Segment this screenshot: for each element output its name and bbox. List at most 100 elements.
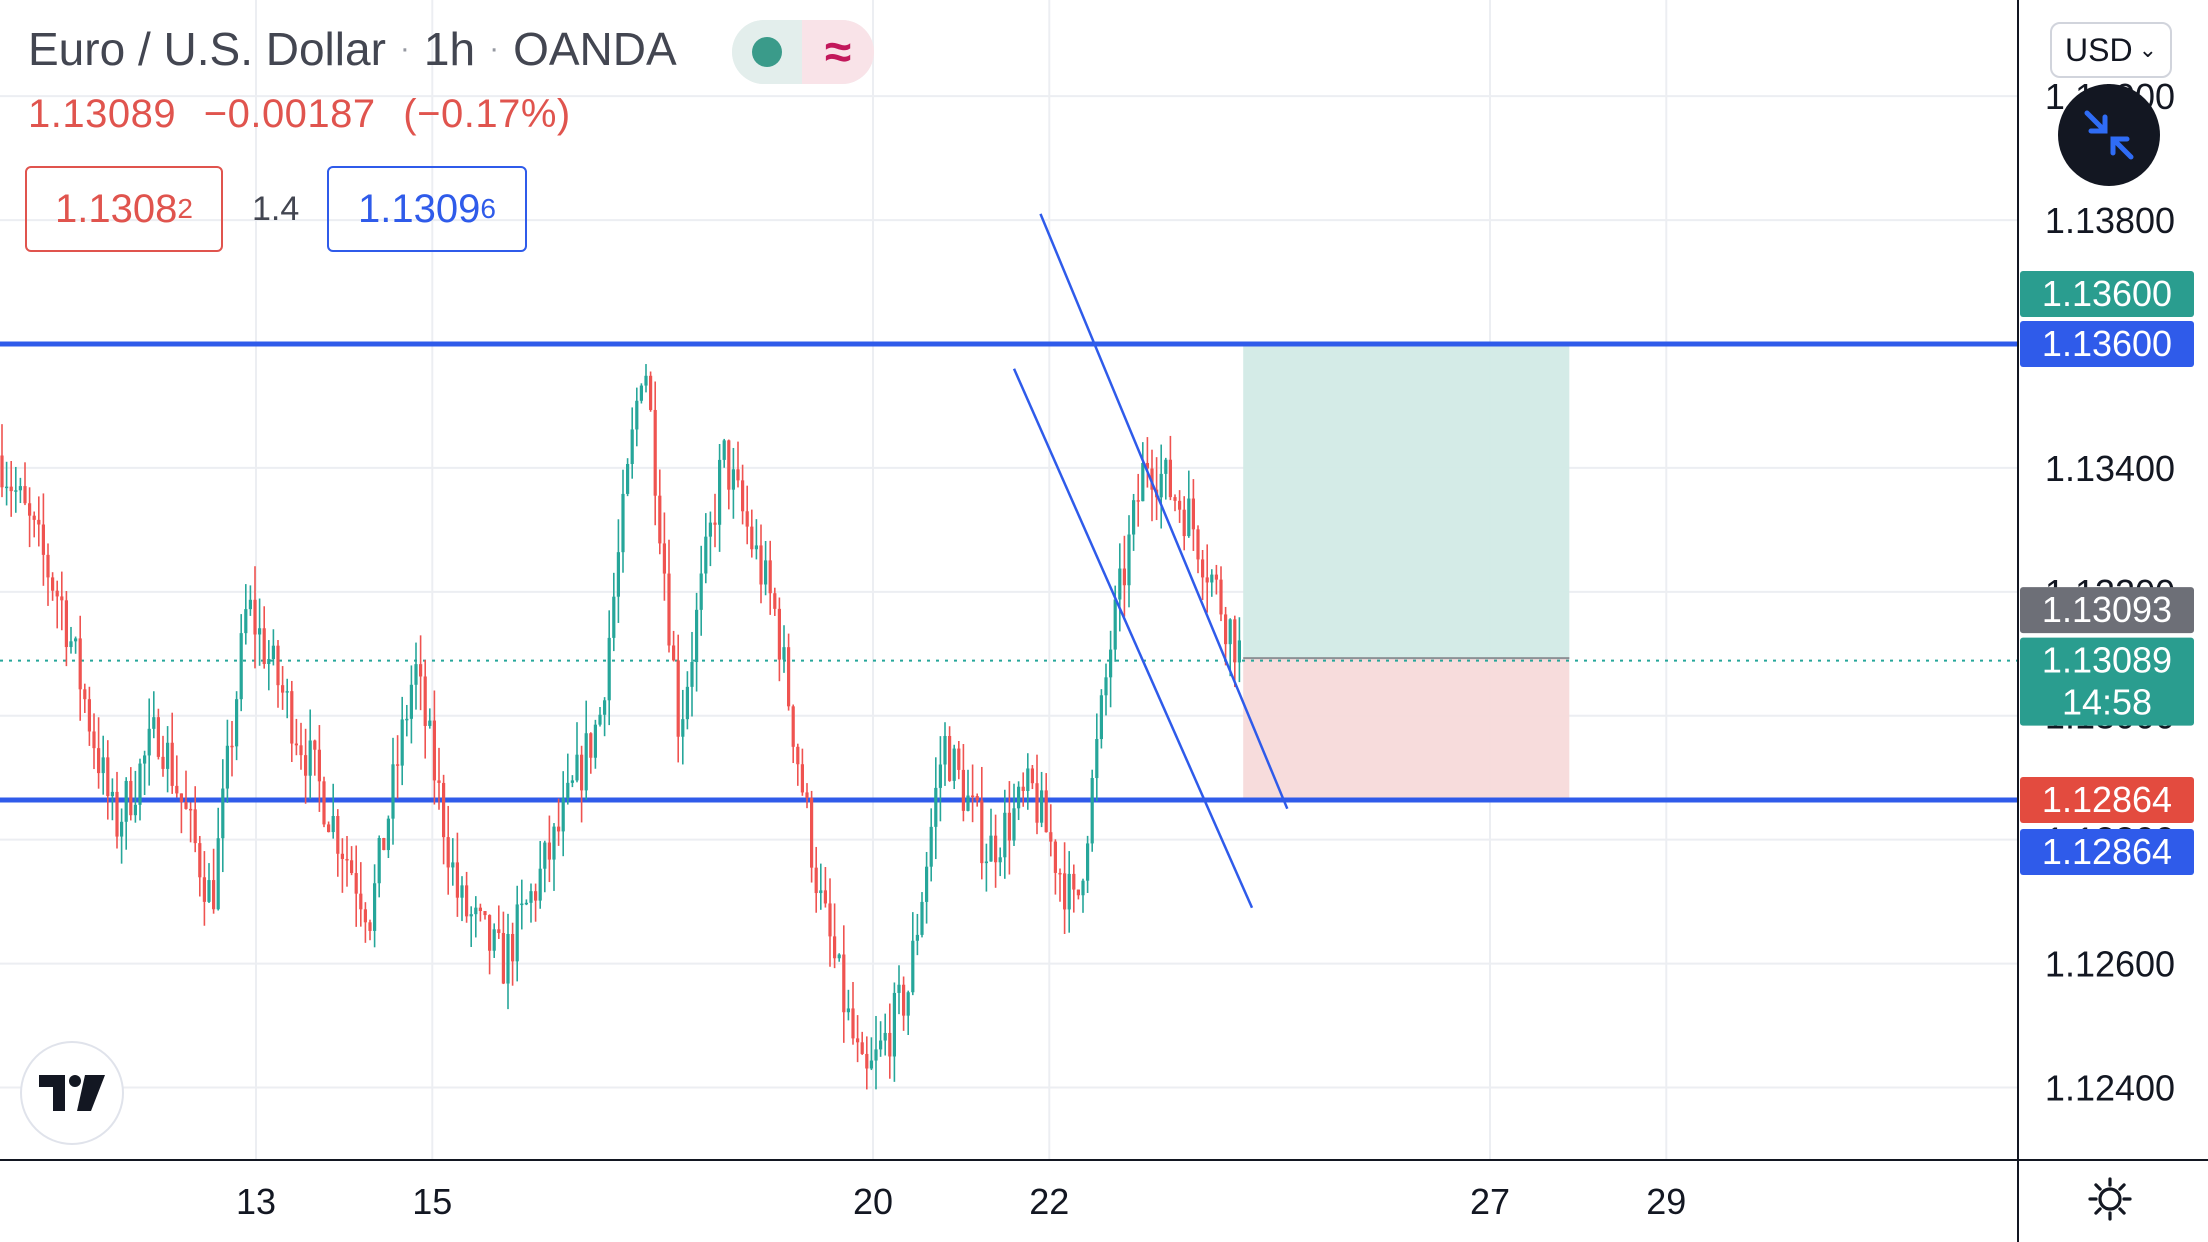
candle <box>902 976 906 1031</box>
candle <box>1035 754 1039 835</box>
candle-body <box>244 609 248 634</box>
candle <box>350 846 354 876</box>
candle-body <box>41 524 45 555</box>
candle-body <box>810 797 814 868</box>
currency-selector[interactable]: USD ⌄ <box>2050 22 2172 78</box>
candle-body <box>1040 790 1044 823</box>
candle-body <box>883 1032 887 1041</box>
candle-body <box>423 676 427 726</box>
candle-body <box>603 700 607 715</box>
candle <box>874 1015 878 1090</box>
candle-body <box>626 464 630 494</box>
candle <box>644 364 648 393</box>
stop-price-badge: 1.12864 <box>2020 777 2194 823</box>
candle-body <box>1017 786 1021 809</box>
entry-price-badge: 1.13093 <box>2020 587 2194 634</box>
candle-body <box>465 885 469 917</box>
candle <box>1228 618 1232 677</box>
candle <box>998 847 1002 877</box>
candle-body <box>9 486 13 492</box>
candle-body <box>253 599 257 635</box>
candle <box>97 717 101 789</box>
candle <box>92 713 96 770</box>
candle-body <box>731 469 735 490</box>
candle <box>911 912 915 996</box>
candle <box>501 911 505 985</box>
candle-body <box>74 638 78 642</box>
candle <box>823 867 827 908</box>
stop-price-badge-bg <box>2020 777 2194 823</box>
candle <box>230 720 234 777</box>
candle <box>382 837 386 851</box>
candle <box>492 923 496 958</box>
y-tick-label: 1.12400 <box>2045 1067 2175 1108</box>
candle <box>478 903 482 922</box>
candle-body <box>115 791 119 837</box>
candle-body <box>161 756 165 769</box>
buy-button[interactable]: 1.1309 6 <box>327 166 527 252</box>
candle-body <box>170 742 174 786</box>
candle-body <box>952 748 956 781</box>
candle-body <box>428 720 432 726</box>
candle <box>317 725 321 812</box>
candle <box>685 671 689 730</box>
candle <box>9 461 13 517</box>
candle <box>244 584 248 645</box>
candle <box>373 864 377 948</box>
title-separator: · <box>399 32 410 65</box>
candle <box>1017 781 1021 821</box>
last-price: 1.13089 <box>28 92 177 136</box>
candle <box>327 821 331 833</box>
candle <box>1191 479 1195 551</box>
candle <box>929 808 933 882</box>
candle <box>143 750 147 795</box>
candle <box>745 485 749 545</box>
candle <box>557 798 561 846</box>
candle <box>879 1021 883 1057</box>
candle-body <box>432 720 436 781</box>
candle <box>1104 663 1108 716</box>
gear-icon[interactable] <box>2087 1176 2133 1222</box>
candle <box>897 965 901 1015</box>
candle-body <box>575 754 579 781</box>
candle <box>0 424 4 498</box>
candle <box>1224 606 1228 666</box>
candle <box>281 666 285 710</box>
candle-body <box>497 929 501 933</box>
candle <box>1090 769 1094 852</box>
candle <box>819 863 823 910</box>
candle-body <box>534 891 538 901</box>
candle <box>612 572 616 652</box>
candle <box>189 802 193 843</box>
candle-body <box>359 893 363 910</box>
candle <box>520 879 524 930</box>
candle-body <box>506 933 510 984</box>
candle <box>115 771 119 849</box>
candle <box>262 606 266 669</box>
tradingview-logo-icon[interactable] <box>22 1043 122 1143</box>
candle <box>1081 878 1085 913</box>
candle <box>235 691 239 761</box>
level-price-badge-text: 1.13600 <box>2042 323 2172 364</box>
market-status-pill[interactable]: ≈ <box>732 20 874 84</box>
candle-body <box>1044 790 1048 833</box>
candle-body <box>373 883 377 931</box>
candle <box>193 786 197 853</box>
interval-label[interactable]: 1h <box>423 23 476 75</box>
collapse-button[interactable] <box>2058 84 2160 186</box>
candle <box>828 878 832 967</box>
candle <box>570 775 574 788</box>
candle <box>64 591 68 667</box>
candle-body <box>727 440 731 490</box>
candle <box>83 683 87 714</box>
stop-zone <box>1243 658 1570 800</box>
candle <box>101 735 105 795</box>
symbol-title[interactable]: Euro / U.S. Dollar · 1h · OANDA <box>28 22 677 76</box>
candle <box>74 636 78 654</box>
candle-body <box>340 853 344 859</box>
candle-body <box>672 645 676 661</box>
candle <box>469 906 473 947</box>
candle-body <box>1090 778 1094 844</box>
candle-body <box>750 526 754 550</box>
sell-button[interactable]: 1.1308 2 <box>25 166 223 252</box>
